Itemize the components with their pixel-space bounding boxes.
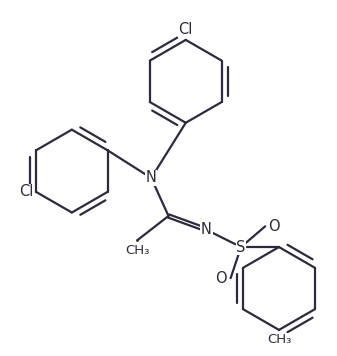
Text: S: S: [236, 240, 246, 255]
Text: N: N: [146, 171, 157, 185]
Text: Cl: Cl: [19, 184, 33, 199]
Text: CH₃: CH₃: [267, 333, 291, 346]
Text: N: N: [201, 222, 212, 237]
Text: Cl: Cl: [179, 22, 193, 37]
Text: CH₃: CH₃: [125, 244, 150, 257]
Text: O: O: [216, 271, 227, 286]
Text: O: O: [269, 219, 280, 234]
